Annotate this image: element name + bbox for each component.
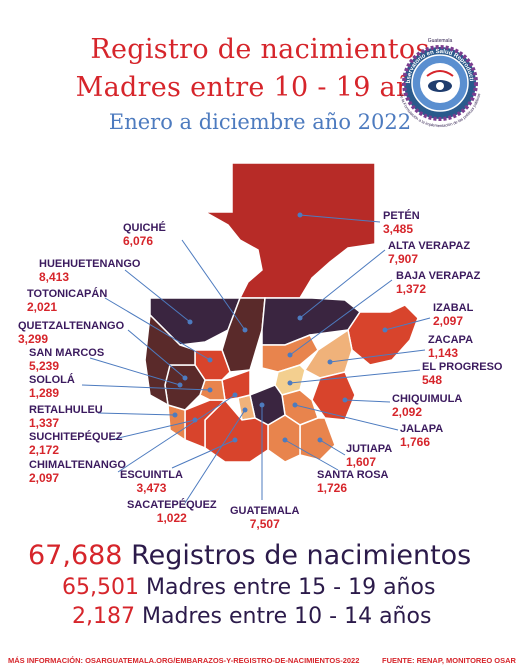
label-suchitepequez: SUCHITEPÉQUEZ 2,172 <box>29 431 123 457</box>
label-santa-rosa: SANTA ROSA 1,726 <box>317 469 389 495</box>
logo-top-text: Guatemala <box>428 38 453 44</box>
leader-lines <box>81 214 431 504</box>
footer-info: MÁS INFORMACIÓN: OSARGUATEMALA.ORG/EMBAR… <box>8 656 360 665</box>
label-alta-verapaz: ALTA VERAPAZ 7,907 <box>388 240 471 266</box>
label-chimaltenango: CHIMALTENANGO 2,097 <box>29 459 126 485</box>
label-chiquimula: CHIQUIMULA 2,092 <box>392 393 463 419</box>
region-peten <box>202 162 376 299</box>
footer-source: FUENTE: RENAP, MONITOREO OSAR <box>382 656 516 665</box>
region-alta-verapaz <box>261 297 362 346</box>
label-zacapa: ZACAPA 1,143 <box>428 334 474 360</box>
total-15-19: 65,501 Madres entre 15 - 19 años <box>62 575 436 600</box>
label-baja-verapaz: BAJA VERAPAZ 1,372 <box>396 270 481 296</box>
label-retalhuleu: RETALHULEU 1,337 <box>29 404 103 430</box>
title-line-2: Madres entre 10 - 19 años <box>75 72 445 103</box>
label-quetzaltenango: QUETZALTENANGO 3,299 <box>18 320 125 346</box>
region-chiquimula <box>311 371 356 421</box>
region-izabal <box>347 304 419 366</box>
total-10-14: 2,187 Madres entre 10 - 14 años <box>72 604 432 629</box>
label-jalapa: JALAPA 1,766 <box>400 423 444 449</box>
label-guatemala: GUATEMALA 7,507 <box>230 505 300 531</box>
subtitle: Enero a diciembre año 2022 <box>108 110 412 134</box>
region-jutiapa <box>299 417 336 461</box>
label-izabal: IZABAL 2,097 <box>433 302 474 328</box>
label-solola: SOLOLÁ 1,289 <box>29 374 75 400</box>
label-totonicapan: TOTONICAPÁN 2,021 <box>27 288 108 314</box>
label-el-progreso: EL PROGRESO 548 <box>422 361 503 387</box>
total-registros: 67,688 Registros de nacimientos <box>28 540 472 571</box>
label-escuintla: ESCUINTLA 3,473 <box>120 469 183 495</box>
label-sacatepequez: SACATEPÉQUEZ 1,022 <box>127 499 217 525</box>
label-quiche: QUICHÉ 6,076 <box>123 222 166 248</box>
region-quetzaltenango <box>164 364 206 411</box>
label-jutiapa: JUTIAPA 1,607 <box>346 443 393 469</box>
label-huehuetenango: HUEHUETENANGO 8,413 <box>39 258 141 284</box>
guatemala-map <box>81 162 431 504</box>
title-line-1: Registro de nacimientos <box>90 34 430 65</box>
label-san-marcos: SAN MARCOS 5,239 <box>29 347 105 373</box>
osar-logo: Observatorio en Salud Reproductiva Guate… <box>385 26 481 128</box>
label-peten: PETÉN 3,485 <box>383 210 420 236</box>
leader-dots <box>172 212 388 443</box>
